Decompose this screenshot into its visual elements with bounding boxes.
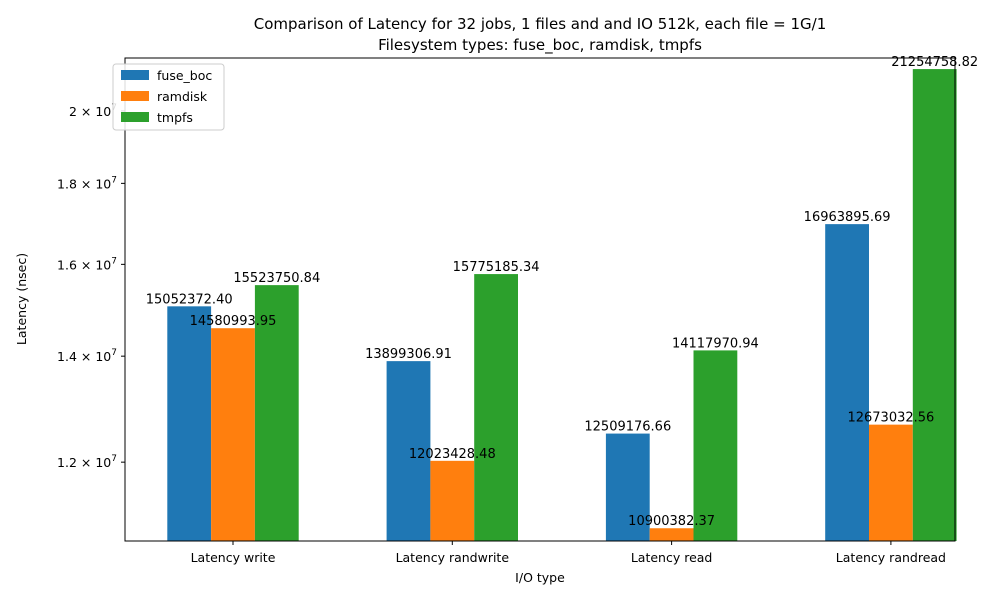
chart-subtitle: Filesystem types: fuse_boc, ramdisk, tmp… <box>378 36 702 55</box>
data-label: 15052372.40 <box>146 292 233 307</box>
data-label: 21254758.82 <box>891 55 978 70</box>
data-label: 15775185.34 <box>453 260 540 275</box>
legend-swatch-fuse_boc <box>121 70 149 80</box>
data-label: 12023428.48 <box>409 447 496 462</box>
y-axis-label: Latency (nsec) <box>14 253 29 345</box>
data-label: 16963895.69 <box>804 210 891 225</box>
data-label: 15523750.84 <box>233 271 320 286</box>
bar-tmpfs-3 <box>912 69 957 541</box>
bar-tmpfs-0 <box>254 285 299 541</box>
data-label: 14117970.94 <box>672 336 759 351</box>
y-tick-label: 1.2 × 107 <box>57 454 117 470</box>
y-tick-label: 1.6 × 107 <box>57 256 117 272</box>
bar-ramdisk-3 <box>869 424 913 541</box>
legend-swatch-ramdisk <box>121 91 149 101</box>
data-label: 12509176.66 <box>584 420 671 435</box>
data-labels-layer: 15052372.40 13899306.91 12509176.66 1696389… <box>146 55 978 529</box>
legend-label-fuse_boc: fuse_boc <box>157 68 212 83</box>
x-axis-label: I/O type <box>515 570 565 585</box>
data-label: 12673032.56 <box>847 411 934 426</box>
data-label: 13899306.91 <box>365 347 452 362</box>
x-tick-label: Latency randwrite <box>396 550 510 565</box>
bar-fuse_boc-0 <box>167 306 212 541</box>
bar-fuse_boc-1 <box>386 361 431 541</box>
x-tick-label: Latency randread <box>836 550 946 565</box>
data-label: 14580993.95 <box>190 314 277 329</box>
bar-fuse_boc-3 <box>825 224 869 541</box>
legend-label-ramdisk: ramdisk <box>157 89 208 104</box>
bar-fuse_boc-2 <box>605 433 650 541</box>
bar-ramdisk-0 <box>211 328 255 541</box>
bar-ramdisk-2 <box>649 528 694 541</box>
data-label: 10900382.37 <box>628 514 715 529</box>
bar-tmpfs-1 <box>474 274 518 541</box>
bar-ramdisk-1 <box>430 460 475 541</box>
y-tick-label: 1.4 × 107 <box>57 348 117 364</box>
chart-title: Comparison of Latency for 32 jobs, 1 fil… <box>254 15 827 33</box>
x-axis-ticks: Latency write Latency randwrite Latency re… <box>191 541 946 565</box>
x-tick-label: Latency write <box>191 550 276 565</box>
x-tick-label: Latency read <box>631 550 713 565</box>
y-axis-ticks: 1.2 × 107 1.4 × 107 1.6 × 107 1.8 × 107 2 × … <box>57 103 125 470</box>
legend-swatch-tmpfs <box>121 112 149 122</box>
bar-tmpfs-2 <box>693 350 738 541</box>
plot-frame <box>124 57 956 542</box>
bars-layer <box>167 69 957 541</box>
legend-label-tmpfs: tmpfs <box>157 110 193 125</box>
y-tick-label: 2 × 107 <box>69 103 117 119</box>
y-tick-label: 1.8 × 107 <box>57 175 117 191</box>
